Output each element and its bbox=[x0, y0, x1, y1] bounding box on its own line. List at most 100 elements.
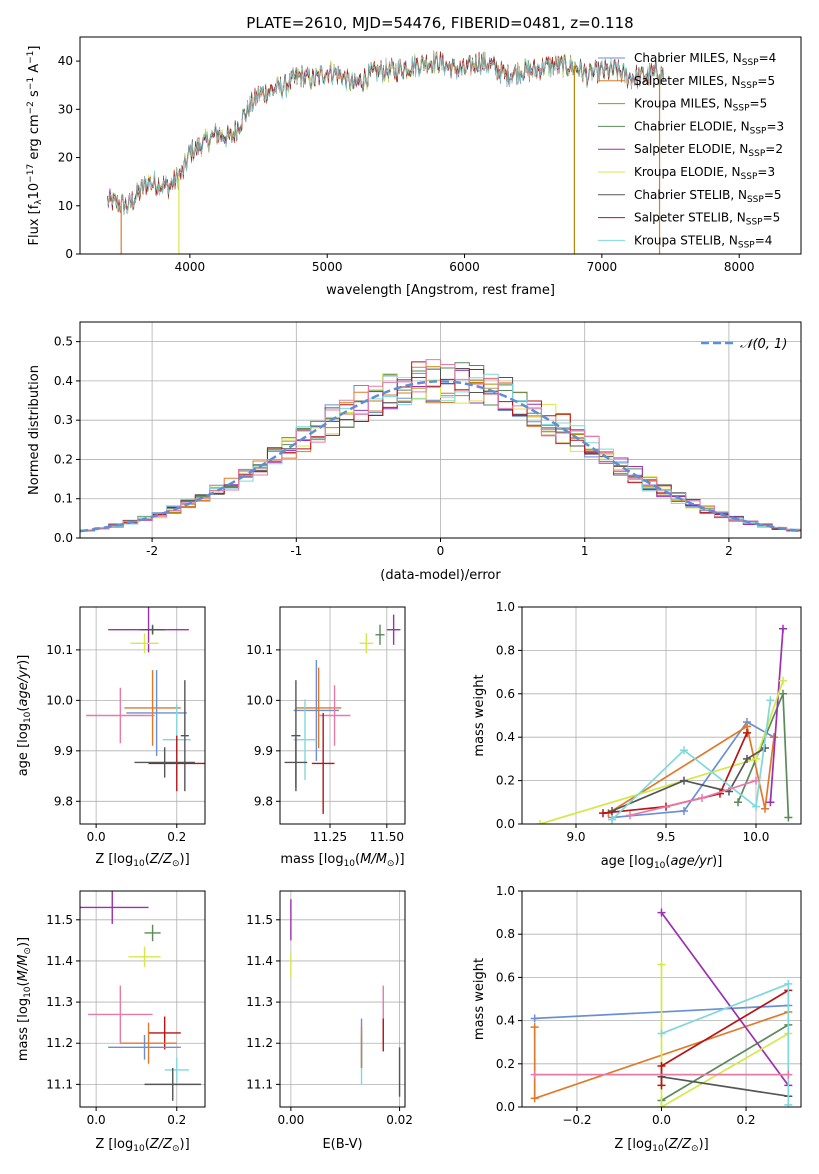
weight-marker bbox=[761, 804, 769, 813]
weight-line-salpeter-elodie bbox=[660, 912, 789, 1086]
weight_vs_age-frame bbox=[521, 606, 802, 825]
weight-marker bbox=[626, 811, 634, 820]
weight-line-chabrier-elodie bbox=[661, 1024, 789, 1102]
tick-label-x: 0.2 bbox=[167, 830, 186, 844]
weight-marker bbox=[734, 798, 742, 807]
normal-reference-curve bbox=[80, 380, 801, 533]
tick-label-x: 9.5 bbox=[656, 830, 675, 844]
weight_vs_Z-xlabel: Z [log10(Z/Z⊙)] bbox=[614, 1137, 708, 1154]
tick-label-x: 6000 bbox=[449, 260, 480, 274]
tick-label-x: -2 bbox=[146, 544, 158, 558]
weight-line-salpeter-miles bbox=[607, 725, 775, 814]
tick-label-y: 11.3 bbox=[246, 995, 273, 1009]
mass_vs_EBV-axes: 0.00 0.02 11.1 11.2 11.3 11.4 11.5 bbox=[246, 891, 413, 1127]
weight-marker bbox=[766, 798, 775, 807]
tick-label-y: 10.0 bbox=[46, 693, 73, 707]
histogram-steps bbox=[80, 359, 801, 534]
weight_vs_Z-lines bbox=[530, 908, 793, 1107]
weight-marker bbox=[784, 813, 793, 822]
tick-label-x: 0.0 bbox=[87, 830, 106, 844]
tick-label-x: 0 bbox=[437, 544, 445, 558]
tick-label-y: 0.2 bbox=[496, 1057, 515, 1071]
tick-label-y: 0.1 bbox=[54, 492, 73, 506]
tick-label-y: 0.4 bbox=[54, 374, 73, 388]
weight-marker bbox=[770, 733, 778, 742]
legend-label: Kroupa MILES, NSSP=5 bbox=[634, 97, 767, 114]
weight-marker bbox=[743, 728, 751, 737]
weight-marker bbox=[779, 624, 787, 633]
spectrum-line-kroupa-stelib bbox=[107, 53, 664, 215]
weight-marker bbox=[608, 806, 616, 815]
age_vs_mass-axes: 11.25 11.50 9.8 9.9 10.0 10.1 bbox=[246, 607, 405, 844]
tick-label-y: 1.0 bbox=[496, 600, 515, 614]
mass_vs_Z-points bbox=[80, 891, 201, 1101]
tick-label-x: 11.50 bbox=[370, 830, 404, 844]
age_vs_mass-xlabel: mass [log10(M/M⊙)] bbox=[280, 852, 404, 869]
weight_vs_Z-ylabel: mass weight bbox=[472, 958, 487, 1040]
weight-marker bbox=[530, 1070, 539, 1079]
tick-label-y: 9.8 bbox=[54, 794, 73, 808]
legend-label-normal: 𝒩(0, 1) bbox=[740, 337, 787, 352]
weight-marker bbox=[657, 1061, 666, 1070]
tick-label-y: 11.3 bbox=[46, 995, 73, 1009]
tick-label-y: 11.5 bbox=[46, 913, 73, 927]
tick-label-y: 20 bbox=[58, 151, 73, 165]
tick-label-x: 4000 bbox=[175, 260, 206, 274]
legend-label: Salpeter STELIB, NSSP=5 bbox=[634, 211, 780, 228]
tick-label-y: 10 bbox=[58, 199, 73, 213]
tick-label-y: 11.1 bbox=[246, 1077, 273, 1091]
weight-marker bbox=[599, 809, 607, 818]
tick-label-x: 1 bbox=[581, 544, 589, 558]
weight-marker bbox=[657, 1081, 666, 1090]
age_vs_Z-axes: 0.0 0.2 9.8 9.9 10.0 10.1 bbox=[46, 607, 205, 844]
legend-label: Salpeter MILES, NSSP=5 bbox=[634, 74, 775, 91]
weight-line-salpeter-stelib bbox=[602, 732, 748, 814]
tick-label-y: 0.0 bbox=[496, 817, 515, 831]
tick-label-y: 10.0 bbox=[246, 693, 273, 707]
tick-label-y: 0.4 bbox=[496, 1014, 515, 1028]
tick-label-y: 0.0 bbox=[496, 1100, 515, 1114]
spectrum-frame bbox=[79, 36, 802, 255]
weight-marker bbox=[752, 802, 760, 811]
weight-marker bbox=[784, 1070, 793, 1079]
legend-label: Chabrier ELODIE, NSSP=3 bbox=[634, 119, 784, 136]
legend-label: Salpeter ELODIE, NSSP=2 bbox=[634, 142, 783, 159]
tick-label-x: 11.25 bbox=[313, 830, 347, 844]
spectrum-xlabel: wavelength [Angstrom, rest frame] bbox=[326, 283, 555, 298]
tick-label-x: 0.00 bbox=[278, 1113, 305, 1127]
weight_vs_age-ylabel: mass weight bbox=[472, 674, 487, 756]
weight-line-kroupa-stelib bbox=[611, 700, 772, 821]
weight-marker bbox=[657, 960, 666, 969]
weight-line-kroupa-elodie bbox=[660, 964, 789, 1107]
tick-label-y: 0 bbox=[65, 247, 73, 261]
tick-label-y: 10.1 bbox=[46, 643, 73, 657]
weight-marker bbox=[530, 1023, 539, 1032]
mass_vs_EBV-points bbox=[290, 899, 401, 1097]
tick-label-y: 1.0 bbox=[496, 884, 515, 898]
weight_vs_age-axes: 9.0 9.5 10.0 0.0 0.2 0.4 0.6 0.8 1.0 bbox=[496, 600, 801, 844]
tick-label-y: 0.0 bbox=[54, 531, 73, 545]
age_vs_Z-ylabel: age [log10(age/yr)] bbox=[16, 655, 33, 777]
tick-label-x: 5000 bbox=[312, 260, 343, 274]
tick-label-y: 0.4 bbox=[496, 730, 515, 744]
residuals-frame bbox=[79, 321, 802, 539]
mass_vs_Z-ylabel: mass [log10(M/M⊙)] bbox=[16, 937, 33, 1061]
weight-marker bbox=[766, 696, 775, 705]
weight-marker bbox=[536, 820, 544, 824]
spectrum-ylabel: Flux [fλ10−17 erg cm−2 s−1 A−1] bbox=[26, 46, 44, 246]
weight-marker bbox=[530, 1094, 539, 1103]
tick-label-y: 0.2 bbox=[54, 452, 73, 466]
tick-label-y: 9.9 bbox=[54, 744, 73, 758]
tick-label-x: 2 bbox=[725, 544, 733, 558]
tick-label-y: 10.1 bbox=[246, 643, 273, 657]
tick-label-y: 40 bbox=[58, 54, 73, 68]
weight-marker bbox=[657, 1103, 666, 1107]
tick-label-y: 0.6 bbox=[496, 687, 515, 701]
tick-label-y: 0.2 bbox=[496, 774, 515, 788]
spectrum-lines bbox=[107, 50, 664, 254]
weight-marker bbox=[680, 746, 688, 755]
tick-label-x: 0.0 bbox=[87, 1113, 106, 1127]
tick-label-y: 11.1 bbox=[46, 1077, 73, 1091]
mass_vs_Z-xlabel: Z [log10(Z/Z⊙)] bbox=[95, 1137, 189, 1154]
